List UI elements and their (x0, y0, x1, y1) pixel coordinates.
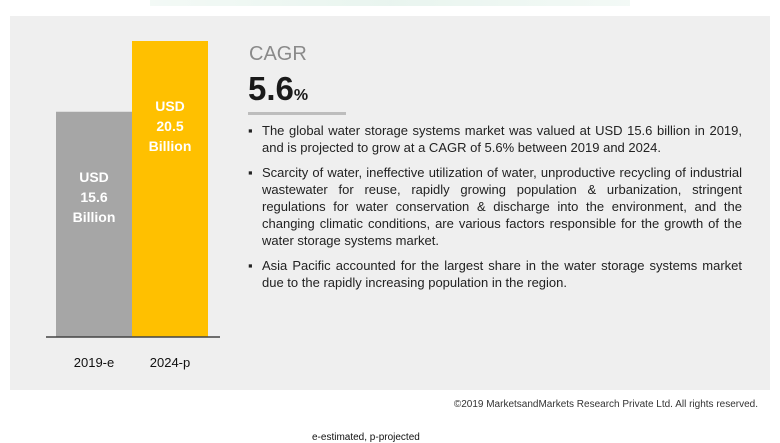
finding-text: Scarcity of water, ineffective utilizati… (262, 165, 742, 248)
bar-data-label: 15.6 (80, 189, 107, 205)
bar-data-label: Billion (73, 209, 116, 225)
market-size-bar-chart: USD 15.6 Billion USD 20.5 Billion 2019-e 2024-… (46, 41, 220, 370)
bar-2024-p (132, 41, 208, 337)
header-strip (150, 0, 630, 6)
cagr-value: 5.6% (248, 70, 308, 108)
cagr-label: CAGR (249, 43, 307, 65)
cagr-unit: % (293, 87, 309, 104)
bar-data-label: USD (79, 169, 109, 185)
x-tick-label: 2024-p (150, 355, 190, 370)
bar-data-label: USD (155, 98, 185, 114)
x-tick-label: 2019-e (74, 355, 114, 370)
copyright-notice: ©2019 MarketsandMarkets Research Private… (453, 399, 758, 410)
footnote: e-estimated, p-projected (312, 432, 420, 443)
bar-data-label: Billion (149, 138, 192, 154)
cagr-number: 5.6 (248, 70, 294, 107)
bullet-icon: ▪ (248, 258, 253, 273)
bar-data-label: 20.5 (156, 118, 183, 134)
finding-item: ▪ The global water storage systems market… (248, 122, 742, 156)
bullet-icon: ▪ (248, 123, 253, 138)
bullet-icon: ▪ (248, 165, 253, 180)
finding-text: The global water storage systems market … (262, 123, 742, 155)
cagr-divider (248, 112, 346, 115)
bar-2019-e (56, 111, 132, 337)
key-findings-list: ▪ The global water storage systems market… (248, 122, 742, 299)
finding-item: ▪ Scarcity of water, ineffective utilizat… (248, 164, 742, 249)
finding-text: Asia Pacific accounted for the largest s… (262, 258, 742, 290)
finding-item: ▪ Asia Pacific accounted for the largest … (248, 257, 742, 291)
